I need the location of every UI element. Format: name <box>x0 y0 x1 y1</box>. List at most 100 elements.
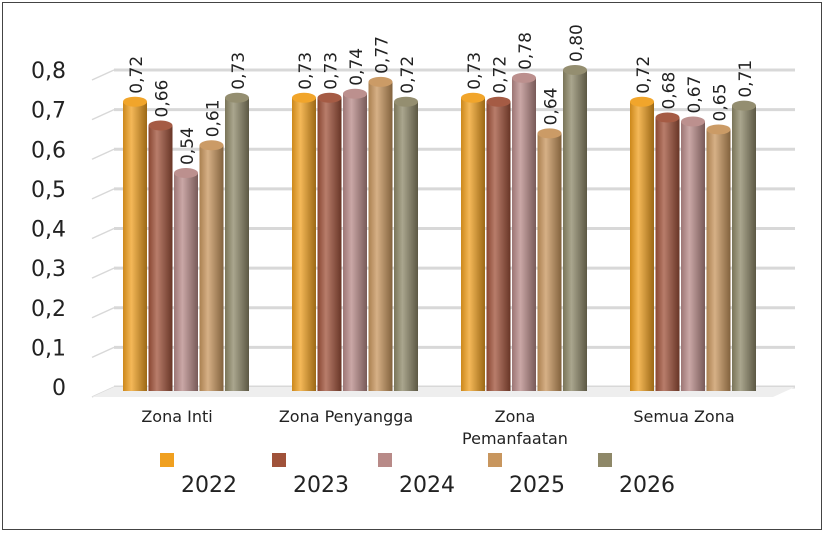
grid-line-diagonal <box>91 346 115 359</box>
bar-body <box>732 105 756 391</box>
y-tick-label: 0,2 <box>31 297 66 322</box>
legend-label: 2026 <box>619 473 675 498</box>
bar-cap <box>199 140 224 151</box>
grid-line-diagonal <box>91 148 115 160</box>
category-label: Semua Zona <box>633 407 734 426</box>
bar-body <box>630 101 654 391</box>
bar-cap <box>292 92 316 103</box>
bar-body <box>394 101 418 391</box>
category-label: Zona Inti <box>141 407 212 426</box>
data-label: 0,64 <box>542 88 562 126</box>
y-tick-label: 0,8 <box>31 59 66 84</box>
y-tick-label: 0,5 <box>31 178 66 203</box>
bar-2022-1 <box>123 96 147 391</box>
bar-body <box>148 125 173 391</box>
grid-line-diagonal <box>91 108 115 121</box>
chart-floor <box>92 387 795 397</box>
bar-body <box>368 81 393 391</box>
bar-cap <box>563 65 587 75</box>
bar-body <box>343 93 367 392</box>
data-label: 0,61 <box>204 99 224 137</box>
bar-cap <box>225 92 249 103</box>
grid-line-diagonal <box>91 188 115 200</box>
y-tick-label: 0,3 <box>31 257 66 282</box>
bar-cap <box>394 96 418 107</box>
legend-swatch <box>598 453 612 467</box>
legend-swatch <box>488 453 502 467</box>
data-label: 0,73 <box>322 52 342 90</box>
category-label: Zona Penyangga <box>279 407 413 426</box>
bar-2024-2 <box>343 88 367 392</box>
bar-2022-2 <box>292 92 316 392</box>
bar-2024-1 <box>174 168 198 391</box>
bar-body <box>461 97 485 392</box>
bar-body <box>123 101 147 391</box>
x-axis: Zona Inti Zona Penyangga Zona Pemanfaatan Se… <box>141 407 734 448</box>
bar-2026-2 <box>394 96 418 391</box>
bar-2025-4 <box>706 124 731 391</box>
bar-body <box>537 133 562 391</box>
bar-body <box>174 173 198 391</box>
bar-2024-3 <box>512 72 536 392</box>
bar-2023-2 <box>317 92 342 392</box>
legend-swatch <box>272 453 286 467</box>
y-tick-label: 0,1 <box>31 336 66 361</box>
bar-body <box>681 121 705 391</box>
legend-label: 2024 <box>399 473 455 498</box>
bar-body <box>199 145 224 391</box>
data-label: 0,65 <box>711 84 731 122</box>
bar-body <box>292 97 316 392</box>
bar-body <box>317 97 342 392</box>
category-label: Zona <box>495 407 536 426</box>
bar-2023-3 <box>486 96 511 391</box>
bar-2024-4 <box>681 116 705 391</box>
bar-cap <box>343 88 367 99</box>
data-label: 0,73 <box>296 52 316 90</box>
bar-2023-1 <box>148 120 173 391</box>
data-label: 0,72 <box>127 56 147 94</box>
y-axis: 0 0,1 0,2 0,3 0,4 0,5 0,6 0,7 0,8 <box>31 59 66 401</box>
legend-label: 2022 <box>181 473 237 498</box>
legend-label: 2025 <box>509 473 565 498</box>
bar-2022-4 <box>630 96 654 391</box>
data-label: 0,74 <box>347 48 367 86</box>
bar-cap <box>655 112 680 123</box>
grid-line-diagonal <box>91 307 115 319</box>
bar-2026-1 <box>225 92 249 392</box>
bar-cap <box>630 96 654 107</box>
bar-body <box>706 129 731 391</box>
bar-cap <box>486 96 511 107</box>
data-label: 0,72 <box>634 56 654 94</box>
data-label: 0,72 <box>398 56 418 94</box>
data-label: 0,54 <box>178 127 198 165</box>
grid-line-diagonal <box>91 69 115 81</box>
bars: 0,720,660,540,610,73 0,73 0,73 0,74 0,770,72… <box>123 24 756 392</box>
grid-line-diagonal <box>91 267 115 279</box>
bar-cap <box>537 128 562 139</box>
bar-2022-3 <box>461 92 485 392</box>
bar-2025-3 <box>537 128 562 391</box>
bar-cap <box>512 72 536 83</box>
bar-2026-4 <box>732 100 756 391</box>
bar-2025-2 <box>368 76 393 391</box>
data-label: 0,67 <box>685 76 705 114</box>
bar-body <box>512 77 536 392</box>
bar-2023-4 <box>655 112 680 392</box>
bar-body <box>563 70 587 391</box>
y-tick-label: 0,4 <box>31 218 66 243</box>
data-label: 0,73 <box>465 52 485 90</box>
data-label: 0,73 <box>229 52 249 90</box>
y-tick-label: 0,6 <box>31 138 66 163</box>
bar-2026-3 <box>563 65 587 391</box>
data-label: 0,66 <box>153 80 173 118</box>
category-label: Pemanfaatan <box>462 429 568 448</box>
data-label: 0,71 <box>736 60 756 98</box>
legend: 2022 2023 2024 2025 2026 <box>160 453 675 498</box>
grid-line-diagonal <box>91 227 115 240</box>
bar-cap <box>174 168 198 179</box>
data-label: 0,72 <box>491 56 511 94</box>
bar-cap <box>148 120 173 131</box>
bar-cap <box>706 124 731 135</box>
bar-body <box>486 101 511 391</box>
legend-label: 2023 <box>293 473 349 498</box>
